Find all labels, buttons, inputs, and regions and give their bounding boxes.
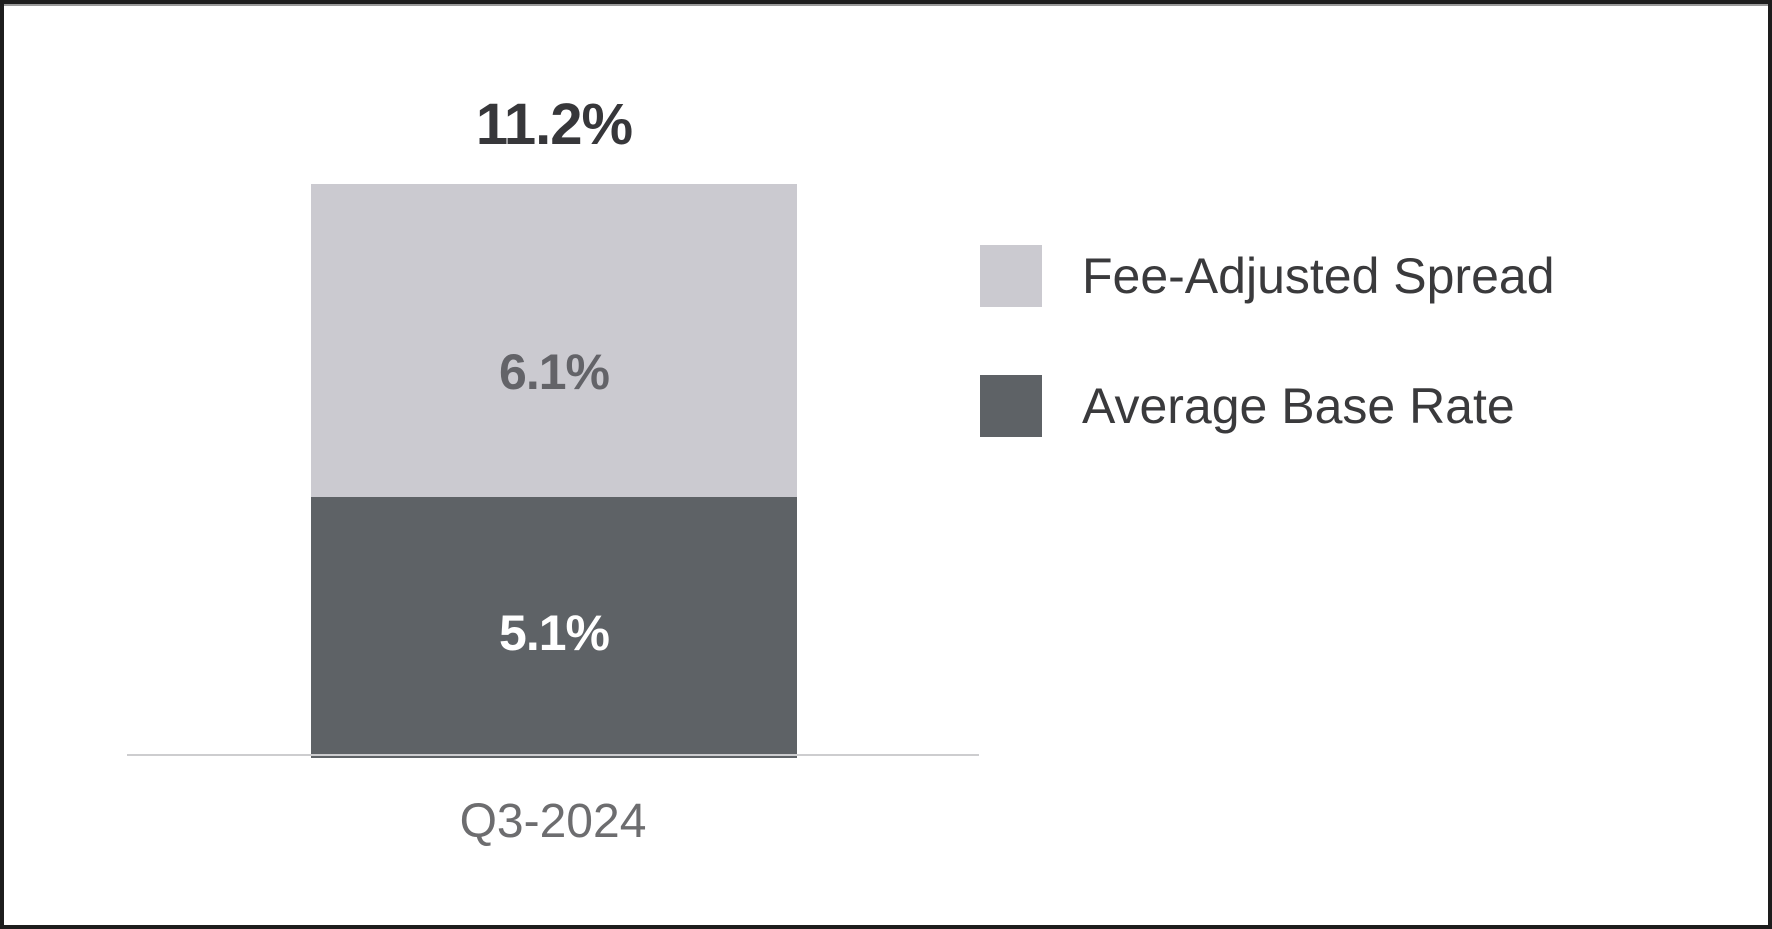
bar-segment-average-base-rate[interactable]: 5.1% bbox=[311, 496, 797, 758]
x-axis-line bbox=[127, 754, 979, 756]
legend-item-average-base-rate[interactable]: Average Base Rate bbox=[980, 375, 1555, 437]
average-base-rate-value-label: 5.1% bbox=[499, 604, 610, 661]
fee-adjusted-spread-value-label: 6.1% bbox=[499, 343, 610, 400]
legend-swatch-average-base-rate-icon bbox=[980, 375, 1042, 437]
legend-item-fee-adjusted-spread[interactable]: Fee-Adjusted Spread bbox=[980, 245, 1555, 307]
legend: Fee-Adjusted Spread Average Base Rate bbox=[980, 245, 1555, 437]
legend-label-average-base-rate: Average Base Rate bbox=[1082, 378, 1515, 434]
legend-label-fee-adjusted-spread: Fee-Adjusted Spread bbox=[1082, 248, 1555, 304]
total-value-label: 11.2% bbox=[475, 92, 633, 157]
bar-segment-fee-adjusted-spread[interactable]: 6.1% bbox=[311, 184, 797, 497]
legend-swatch-fee-adjusted-spread-icon bbox=[980, 245, 1042, 307]
stacked-bar-q3-2024: 6.1% 5.1% bbox=[311, 184, 797, 758]
x-axis-category-label: Q3-2024 bbox=[459, 795, 647, 848]
